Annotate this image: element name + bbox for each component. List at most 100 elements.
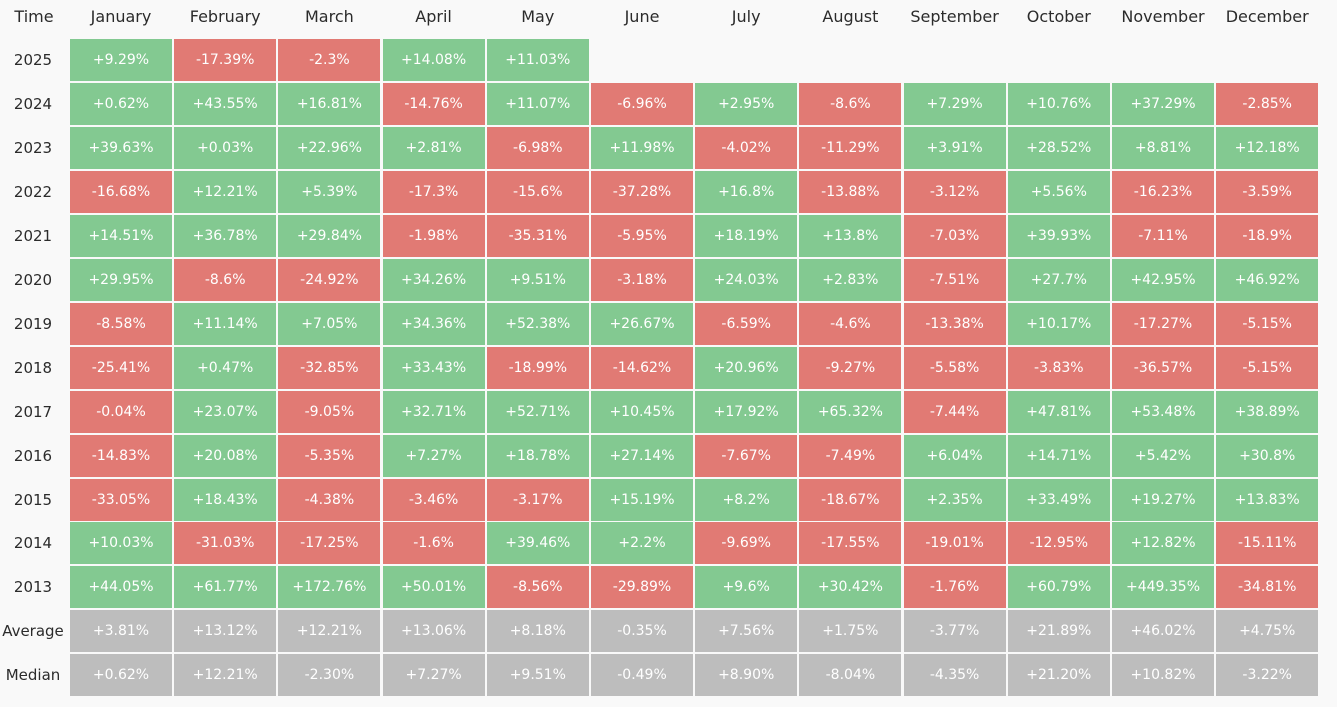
heatmap-cell-2015-september: +2.35% <box>903 478 1006 521</box>
heatmap-cell-2024-november: +37.29% <box>1112 82 1214 125</box>
heatmap-cell-average-march: +12.21% <box>278 610 381 653</box>
heatmap-cell-2014-january: +10.03% <box>70 522 172 565</box>
heatmap-cell-2018-october: -3.83% <box>1007 346 1110 389</box>
heatmap-cell-2014-may: +39.46% <box>486 522 589 565</box>
heatmap-cell-2022-june: -37.28% <box>591 170 693 213</box>
heatmap-cell-2013-august: +30.42% <box>799 566 902 609</box>
month-header-january: January <box>90 7 152 26</box>
row-label-2016: 2016 <box>13 446 53 465</box>
heatmap-cell-2024-december: -2.85% <box>1216 82 1319 125</box>
month-header-july: July <box>731 7 761 26</box>
heatmap-cell-2024-march: +16.81% <box>278 82 381 125</box>
heatmap-cell-2016-july: -7.67% <box>695 434 798 477</box>
heatmap-cell-2017-march: -9.05% <box>278 390 381 433</box>
heatmap-cell-2013-april: +50.01% <box>382 566 485 609</box>
heatmap-cell-median-october: +21.20% <box>1007 654 1110 697</box>
month-header-october: October <box>1026 7 1091 26</box>
heatmap-cell-2024-october: +10.76% <box>1007 82 1110 125</box>
heatmap-cell-2018-september: -5.58% <box>903 346 1006 389</box>
heatmap-cell-median-december: -3.22% <box>1216 654 1319 697</box>
heatmap-cell-2014-august: -17.55% <box>799 522 902 565</box>
heatmap-cell-2017-december: +38.89% <box>1216 390 1319 433</box>
heatmap-cell-2021-february: +36.78% <box>174 214 277 257</box>
heatmap-cell-2016-october: +14.71% <box>1007 434 1110 477</box>
heatmap-cell-2018-january: -25.41% <box>70 346 172 389</box>
heatmap-cell-2018-august: -9.27% <box>799 346 902 389</box>
heatmap-cell-average-february: +13.12% <box>174 610 277 653</box>
heatmap-cell-2015-june: +15.19% <box>591 478 693 521</box>
heatmap-cell-2014-june: +2.2% <box>591 522 693 565</box>
heatmap-cell-2021-july: +18.19% <box>695 214 798 257</box>
heatmap-cell-2022-march: +5.39% <box>278 170 381 213</box>
heatmap-cell-2014-april: -1.6% <box>382 522 485 565</box>
row-label-2017: 2017 <box>13 402 53 421</box>
heatmap-cell-2022-july: +16.8% <box>695 170 798 213</box>
heatmap-cell-2016-september: +6.04% <box>903 434 1006 477</box>
heatmap-cell-average-july: +7.56% <box>695 610 798 653</box>
heatmap-cell-2022-november: -16.23% <box>1112 170 1214 213</box>
heatmap-cell-2016-january: -14.83% <box>70 434 172 477</box>
heatmap-cell-2018-may: -18.99% <box>486 346 589 389</box>
heatmap-cell-2016-june: +27.14% <box>591 434 693 477</box>
month-header-april: April <box>415 7 452 26</box>
heatmap-cell-2013-february: +61.77% <box>174 566 277 609</box>
heatmap-cell-2014-october: -12.95% <box>1007 522 1110 565</box>
heatmap-cell-2015-november: +19.27% <box>1112 478 1214 521</box>
heatmap-cell-average-june: -0.35% <box>591 610 693 653</box>
heatmap-cell-2020-june: -3.18% <box>591 258 693 301</box>
heatmap-cell-2019-may: +52.38% <box>486 302 589 345</box>
heatmap-cell-median-january: +0.62% <box>70 654 172 697</box>
month-header-december: December <box>1225 7 1309 26</box>
heatmap-cell-median-february: +12.21% <box>174 654 277 697</box>
heatmap-cell-average-may: +8.18% <box>486 610 589 653</box>
heatmap-cell-2013-january: +44.05% <box>70 566 172 609</box>
heatmap-cell-2023-october: +28.52% <box>1007 126 1110 169</box>
heatmap-cell-2024-august: -8.6% <box>799 82 902 125</box>
heatmap-cell-2022-august: -13.88% <box>799 170 902 213</box>
heatmap-cell-2014-september: -19.01% <box>903 522 1006 565</box>
heatmap-cell-2023-april: +2.81% <box>382 126 485 169</box>
heatmap-cell-2019-april: +34.36% <box>382 302 485 345</box>
heatmap-cell-2023-june: +11.98% <box>591 126 693 169</box>
heatmap-cell-2019-february: +11.14% <box>174 302 277 345</box>
heatmap-cell-2016-may: +18.78% <box>486 434 589 477</box>
heatmap-cell-average-september: -3.77% <box>903 610 1006 653</box>
heatmap-cell-2015-february: +18.43% <box>174 478 277 521</box>
heatmap-cell-2017-october: +47.81% <box>1007 390 1110 433</box>
heatmap-cell-2020-july: +24.03% <box>695 258 798 301</box>
heatmap-cell-2022-april: -17.3% <box>382 170 485 213</box>
row-label-2019: 2019 <box>13 314 53 333</box>
heatmap-cell-2019-march: +7.05% <box>278 302 381 345</box>
heatmap-cell-2025-april: +14.08% <box>382 39 485 81</box>
heatmap-cell-2013-september: -1.76% <box>903 566 1006 609</box>
heatmap-cell-2019-october: +10.17% <box>1007 302 1110 345</box>
heatmap-cell-2018-april: +33.43% <box>382 346 485 389</box>
heatmap-cell-2016-april: +7.27% <box>382 434 485 477</box>
month-header-august: August <box>822 7 879 26</box>
heatmap-cell-average-november: +46.02% <box>1112 610 1214 653</box>
heatmap-cell-2021-august: +13.8% <box>799 214 902 257</box>
heatmap-cell-2016-august: -7.49% <box>799 434 902 477</box>
heatmap-cell-2019-november: -17.27% <box>1112 302 1214 345</box>
heatmap-cell-average-april: +13.06% <box>382 610 485 653</box>
heatmap-cell-2015-april: -3.46% <box>382 478 485 521</box>
heatmap-cell-2023-august: -11.29% <box>799 126 902 169</box>
row-label-2020: 2020 <box>13 270 53 289</box>
heatmap-cell-2023-january: +39.63% <box>70 126 172 169</box>
heatmap-cell-2015-october: +33.49% <box>1007 478 1110 521</box>
heatmap-cell-2017-august: +65.32% <box>799 390 902 433</box>
row-label-2013: 2013 <box>13 578 53 597</box>
heatmap-cell-2020-december: +46.92% <box>1216 258 1319 301</box>
heatmap-cell-2025-january: +9.29% <box>70 39 172 81</box>
heatmap-cell-2021-december: -18.9% <box>1216 214 1319 257</box>
row-label-2014: 2014 <box>13 534 53 553</box>
heatmap-cell-2017-june: +10.45% <box>591 390 693 433</box>
month-header-june: June <box>624 7 660 26</box>
heatmap-cell-2017-november: +53.48% <box>1112 390 1214 433</box>
heatmap-cell-2020-february: -8.6% <box>174 258 277 301</box>
heatmap-cell-2025-february: -17.39% <box>174 39 277 81</box>
heatmap-cell-2016-february: +20.08% <box>174 434 277 477</box>
heatmap-cell-2014-march: -17.25% <box>278 522 381 565</box>
heatmap-cell-median-march: -2.30% <box>278 654 381 697</box>
